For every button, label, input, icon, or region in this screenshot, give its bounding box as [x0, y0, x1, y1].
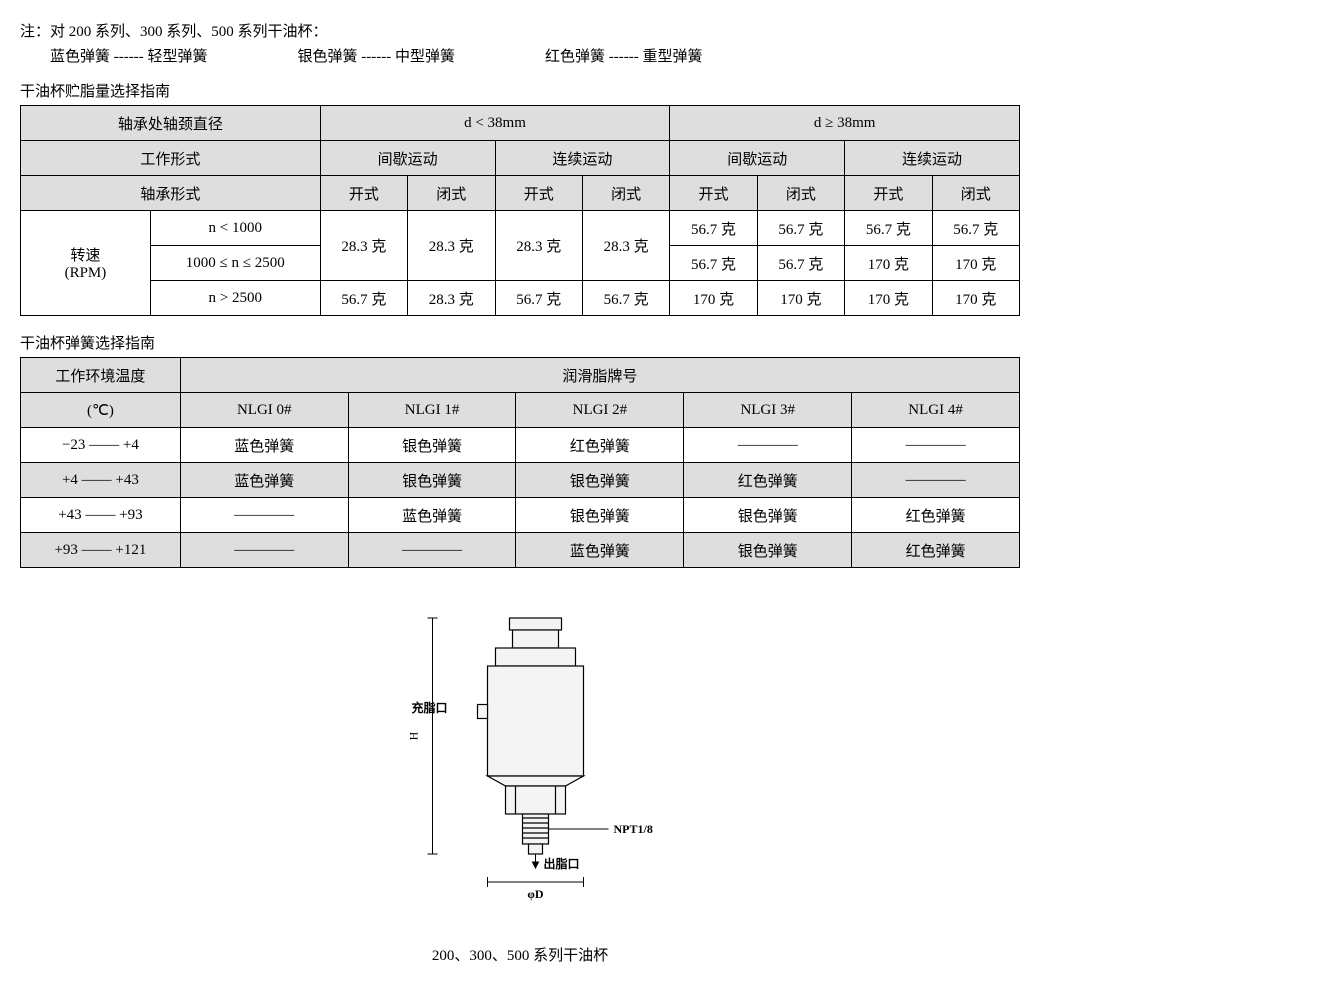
t2-grade-head: NLGI 1#	[348, 393, 516, 428]
svg-text:φD: φD	[527, 887, 543, 901]
t1-h-cont2: 连续运动	[845, 141, 1020, 176]
t1-h-closed2: 闭式	[582, 176, 669, 211]
t1-h-inter2: 间歇运动	[670, 141, 845, 176]
t1-h-diam: 轴承处轴颈直径	[21, 106, 321, 141]
t2-cell: 银色弹簧	[348, 463, 516, 498]
t1-h-open4: 开式	[845, 176, 932, 211]
t1-cell: 56.7 克	[845, 211, 932, 246]
note-line: 注：对 200 系列、300 系列、500 系列干油杯：	[20, 20, 1313, 41]
t2-cell: 红色弹簧	[852, 498, 1020, 533]
t2-grade-head: NLGI 0#	[180, 393, 348, 428]
t1-row-label: n > 2500	[150, 281, 320, 316]
t2-grade-head: NLGI 4#	[852, 393, 1020, 428]
figure-caption: 200、300、500 系列干油杯	[20, 944, 1020, 965]
t2-h-temp: 工作环境温度	[21, 358, 181, 393]
t1-h-cont1: 连续运动	[495, 141, 670, 176]
t1-h-btype: 轴承形式	[21, 176, 321, 211]
t1-cell: 170 克	[932, 281, 1019, 316]
t1-cell: 170 克	[845, 246, 932, 281]
svg-text:NPT1/8: NPT1/8	[614, 822, 653, 836]
t1-h-open2: 开式	[495, 176, 582, 211]
t1-cell: 28.3 克	[495, 211, 582, 281]
t1-cell: 56.7 克	[670, 211, 757, 246]
t2-grade-head: NLGI 2#	[516, 393, 684, 428]
t1-cell: 56.7 克	[582, 281, 669, 316]
t1-h-inter1: 间歇运动	[320, 141, 495, 176]
t2-cell: 红色弹簧	[684, 463, 852, 498]
t1-cell: 56.7 克	[495, 281, 582, 316]
spring-key-row: 蓝色弹簧 ------ 轻型弹簧 银色弹簧 ------ 中型弹簧 红色弹簧 -…	[50, 45, 1313, 66]
t2-cell: ————	[180, 533, 348, 568]
t1-h-dlt: d < 38mm	[320, 106, 670, 141]
t1-cell: 170 克	[845, 281, 932, 316]
t2-cell: ————	[852, 463, 1020, 498]
t1-cell: 56.7 克	[757, 246, 844, 281]
table1-title: 干油杯贮脂量选择指南	[20, 80, 1313, 101]
t2-cell: 红色弹簧	[852, 533, 1020, 568]
spring-selection-table: 工作环境温度 润滑脂牌号 (℃) NLGI 0#NLGI 1#NLGI 2#NL…	[20, 357, 1020, 568]
t2-temp-cell: +93 —— +121	[21, 533, 181, 568]
t2-cell: 蓝色弹簧	[348, 498, 516, 533]
grease-cup-figure: H 充脂口 NPT1/8 出脂口 φD	[20, 598, 1020, 938]
t1-cell: 56.7 克	[757, 211, 844, 246]
t2-cell: ————	[348, 533, 516, 568]
t1-row-label: n < 1000	[150, 211, 320, 246]
t2-temp-cell: +4 —— +43	[21, 463, 181, 498]
svg-text:出脂口: 出脂口	[544, 856, 580, 871]
t1-h-closed4: 闭式	[932, 176, 1019, 211]
t2-grade-head: NLGI 3#	[684, 393, 852, 428]
t2-cell: 蓝色弹簧	[516, 533, 684, 568]
grease-capacity-table: 轴承处轴颈直径 d < 38mm d ≥ 38mm 工作形式 间歇运动 连续运动…	[20, 105, 1020, 316]
t2-cell: ————	[684, 428, 852, 463]
t1-h-closed3: 闭式	[757, 176, 844, 211]
t1-cell: 170 克	[932, 246, 1019, 281]
t1-cell: 28.3 克	[320, 211, 407, 281]
t1-cell: 56.7 克	[670, 246, 757, 281]
spring-key-silver: 银色弹簧 ------ 中型弹簧	[297, 45, 454, 66]
t1-cell: 170 克	[670, 281, 757, 316]
t2-h-temp2: (℃)	[21, 393, 181, 428]
t2-cell: ————	[852, 428, 1020, 463]
t1-row-label: 1000 ≤ n ≤ 2500	[150, 246, 320, 281]
spring-key-blue: 蓝色弹簧 ------ 轻型弹簧	[50, 45, 207, 66]
t1-rpm-l2: (RPM)	[65, 265, 107, 281]
t2-cell: 银色弹簧	[516, 463, 684, 498]
table2-title: 干油杯弹簧选择指南	[20, 332, 1313, 353]
t2-h-grade: 润滑脂牌号	[180, 358, 1019, 393]
t1-h-closed1: 闭式	[408, 176, 495, 211]
t1-cell: 28.3 克	[408, 281, 495, 316]
t2-temp-cell: +43 —— +93	[21, 498, 181, 533]
t2-cell: 银色弹簧	[516, 498, 684, 533]
t1-cell: 28.3 克	[408, 211, 495, 281]
svg-text:H: H	[407, 731, 421, 740]
t2-cell: 蓝色弹簧	[180, 463, 348, 498]
t1-h-open1: 开式	[320, 176, 407, 211]
t1-h-open3: 开式	[670, 176, 757, 211]
t2-cell: 银色弹簧	[684, 533, 852, 568]
t1-cell: 56.7 克	[932, 211, 1019, 246]
t1-cell: 170 克	[757, 281, 844, 316]
t2-cell: 红色弹簧	[516, 428, 684, 463]
t2-cell: 银色弹簧	[684, 498, 852, 533]
t2-cell: 银色弹簧	[348, 428, 516, 463]
t1-cell: 28.3 克	[582, 211, 669, 281]
t1-rpm-head: 转速(RPM)	[21, 211, 151, 316]
spring-key-red: 红色弹簧 ------ 重型弹簧	[545, 45, 702, 66]
t1-h-dge: d ≥ 38mm	[670, 106, 1020, 141]
t2-temp-cell: −23 —— +4	[21, 428, 181, 463]
t1-h-mode: 工作形式	[21, 141, 321, 176]
t1-cell: 56.7 克	[320, 281, 407, 316]
t2-cell: ————	[180, 498, 348, 533]
t1-rpm-l1: 转速	[70, 248, 100, 264]
svg-text:充脂口: 充脂口	[411, 700, 447, 715]
t2-cell: 蓝色弹簧	[180, 428, 348, 463]
